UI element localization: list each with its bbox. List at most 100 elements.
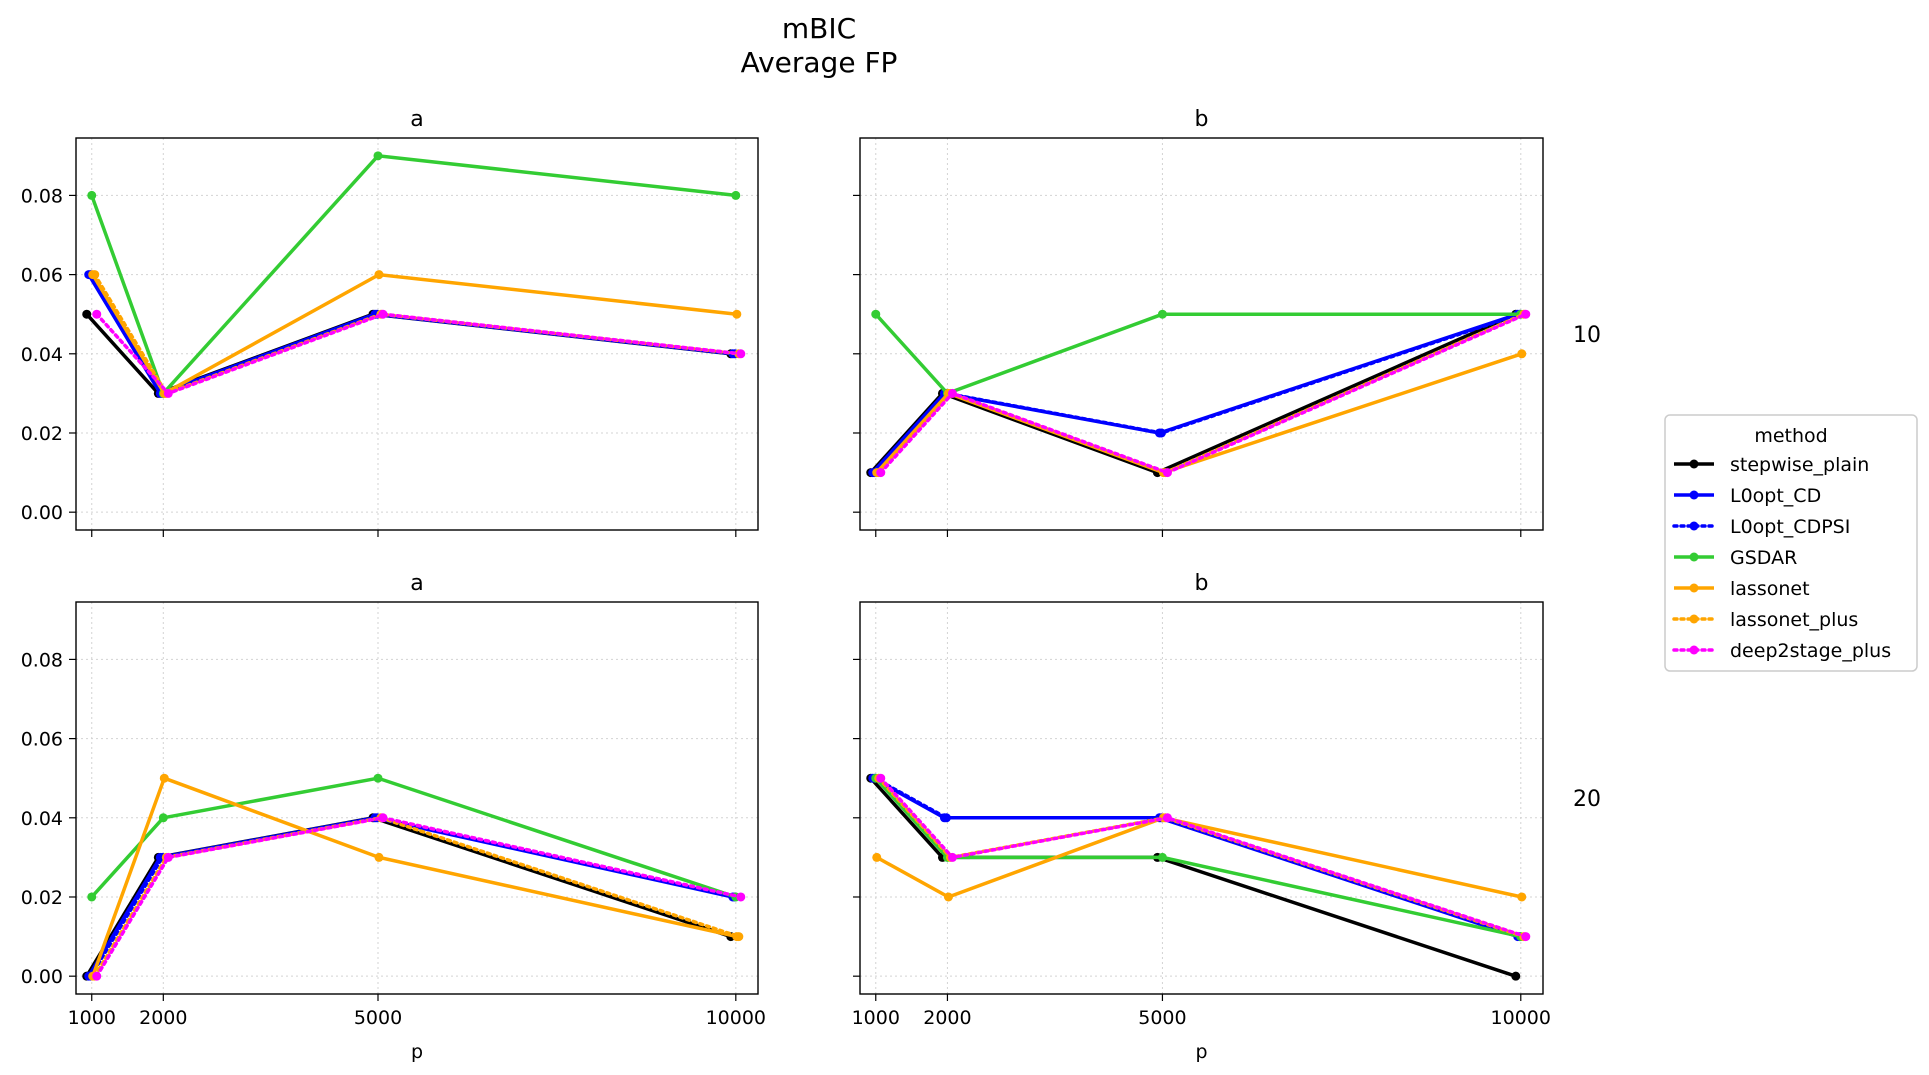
series-line-L0opt_CDPSI <box>88 272 737 396</box>
legend-title: method <box>1754 425 1827 447</box>
x-axis-label: p <box>1195 1041 1207 1063</box>
point-GSDAR <box>87 190 97 200</box>
y-tick-label: 0.08 <box>21 649 63 671</box>
panel-title: a <box>410 571 423 596</box>
point-deep2stage_plus <box>1521 932 1531 942</box>
y-tick-label: 0.08 <box>21 185 63 207</box>
x-tick-label: 5000 <box>354 1007 402 1029</box>
series-line-GSDAR <box>90 776 737 899</box>
series-line-L0opt_CD <box>87 273 734 396</box>
series-line-lassonet <box>91 776 738 977</box>
point-deep2stage_plus <box>378 309 388 319</box>
series-line-deep2stage_plus <box>879 776 1528 939</box>
point-L0opt_CDPSI <box>1156 428 1166 438</box>
point-lassonet <box>943 892 953 902</box>
x-tick-label: 1000 <box>68 1007 116 1029</box>
point-lassonet_plus <box>734 932 744 942</box>
point-L0opt_CDPSI <box>941 813 951 823</box>
legend-label-L0opt_CD: L0opt_CD <box>1730 485 1821 507</box>
point-lassonet <box>374 852 384 862</box>
y-tick-label: 0.02 <box>21 423 63 445</box>
point-lassonet <box>872 852 882 862</box>
panel-1: a 0.00 0.02 0.04 0.06 0.08 <box>21 107 759 537</box>
point-stepwise_plain <box>1511 971 1521 981</box>
point-deep2stage_plus <box>736 892 746 902</box>
legend-label-deep2stage_plus: deep2stage_plus <box>1730 640 1891 662</box>
y-tick-label: 0.06 <box>21 729 63 751</box>
series-line-GSDAR <box>90 154 737 396</box>
legend-marker-stepwise_plain <box>1689 459 1699 469</box>
series-line-lassonet <box>875 816 1523 899</box>
point-GSDAR <box>158 813 168 823</box>
series-line-GSDAR <box>874 312 1521 396</box>
x-tick-label: 2000 <box>923 1007 971 1029</box>
plot-frame <box>859 137 1544 531</box>
series-line-lassonet <box>91 272 738 396</box>
series-line-GSDAR <box>874 777 1522 939</box>
point-GSDAR <box>373 151 383 161</box>
y-tick-label: 0.06 <box>21 265 63 287</box>
series-line-lassonet_plus <box>92 272 741 396</box>
panel-title: b <box>1195 107 1209 132</box>
legend-marker-L0opt_CDPSI <box>1689 521 1699 531</box>
point-deep2stage_plus <box>163 388 173 398</box>
x-tick-label: 2000 <box>139 1007 187 1029</box>
chart-title-line2: Average FP <box>741 46 898 79</box>
x-tick-label: 10000 <box>1491 1007 1551 1029</box>
x-axis-label: p <box>411 1041 423 1063</box>
legend-marker-L0opt_CD <box>1689 490 1699 500</box>
point-GSDAR <box>87 892 97 902</box>
y-tick-label: 0.00 <box>21 966 63 988</box>
y-tick-label: 0.02 <box>21 887 63 909</box>
point-lassonet <box>1517 892 1527 902</box>
point-deep2stage_plus <box>876 773 886 783</box>
point-GSDAR <box>1157 852 1167 862</box>
point-lassonet <box>1517 349 1527 359</box>
point-deep2stage_plus <box>736 349 746 359</box>
point-deep2stage_plus <box>378 813 388 823</box>
point-GSDAR <box>871 309 881 319</box>
point-lassonet <box>732 309 742 319</box>
y-tick-label: 0.04 <box>21 808 63 830</box>
point-lassonet <box>374 270 384 280</box>
legend-marker-deep2stage_plus <box>1689 645 1699 655</box>
series-line-lassonet_plus <box>877 312 1526 475</box>
legend-label-L0opt_CDPSI: L0opt_CDPSI <box>1730 516 1850 538</box>
row-label: 20 <box>1573 787 1601 812</box>
row-label: 10 <box>1573 323 1601 348</box>
series-line-stepwise_plain <box>869 312 1517 475</box>
series-line-L0opt_CDPSI <box>873 312 1522 475</box>
legend-box <box>1664 414 1918 672</box>
point-deep2stage_plus <box>92 309 102 319</box>
series-line-deep2stage_plus <box>94 816 743 978</box>
legend-marker-GSDAR <box>1689 552 1699 562</box>
legend-marker-lassonet_plus <box>1689 614 1699 624</box>
legend-label-stepwise_plain: stepwise_plain <box>1730 454 1869 476</box>
point-lassonet <box>159 773 169 783</box>
plot-frame <box>859 601 1544 995</box>
legend-label-lassonet: lassonet <box>1730 578 1810 600</box>
chart-title-line1: mBIC <box>782 12 856 45</box>
point-deep2stage_plus <box>163 852 173 862</box>
panel-title: b <box>1195 571 1209 596</box>
point-deep2stage_plus <box>92 971 102 981</box>
y-tick-label: 0.04 <box>21 344 63 366</box>
plot-frame <box>75 137 759 531</box>
x-tick-label: 10000 <box>706 1007 766 1029</box>
legend-marker-lassonet <box>1689 583 1699 593</box>
x-tick-label: 1000 <box>852 1007 900 1029</box>
point-lassonet_plus <box>90 270 100 280</box>
panel-3: a 0.00 0.02 0.04 0.06 0.08 1000 2000 5000 10000 p <box>21 571 766 1063</box>
series-line-L0opt_CD <box>871 312 1519 474</box>
series-line-stepwise_plain <box>869 777 1517 978</box>
point-deep2stage_plus <box>1162 468 1172 478</box>
panels-group: a 0.00 0.02 0.04 0.06 0.08 b 10 a 0.00 0.02 0.04 0.0… <box>21 107 1601 1063</box>
panel-4: b 1000 2000 5000 10000 p 20 <box>852 571 1601 1063</box>
series-line-stepwise_plain <box>85 816 732 978</box>
legend: method stepwise_plain L0opt_CD L0opt_CDPSI G… <box>1664 414 1918 672</box>
point-deep2stage_plus <box>947 388 957 398</box>
series-line-deep2stage_plus <box>879 312 1528 475</box>
point-deep2stage_plus <box>876 468 886 478</box>
series-line-deep2stage_plus <box>94 312 743 396</box>
